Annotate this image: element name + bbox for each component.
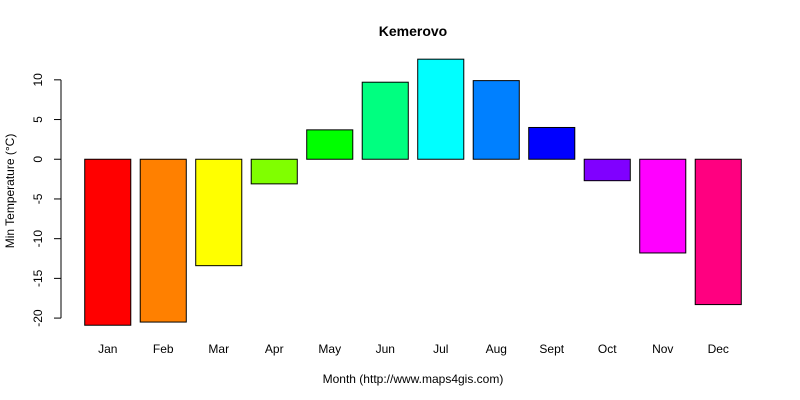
y-tick-label: 0 <box>31 156 45 163</box>
y-tick-label: -5 <box>31 193 45 204</box>
y-axis-label: Min Temperature (°C) <box>3 134 17 249</box>
x-tick-label: Jun <box>376 342 395 356</box>
bar-dec <box>694 158 742 306</box>
bar-jul <box>417 58 465 160</box>
y-tick-label: -15 <box>31 269 45 287</box>
bar-oct <box>583 158 631 182</box>
x-tick-label: Aug <box>486 342 507 356</box>
x-tick-label: Feb <box>153 342 174 356</box>
bar-nov <box>639 158 687 254</box>
x-tick-label: Oct <box>598 342 617 356</box>
bar-jun <box>361 81 409 160</box>
x-tick-label: Jul <box>433 342 448 356</box>
x-tick-label: May <box>318 342 341 356</box>
chart-title: Kemerovo <box>379 23 447 39</box>
bar-mar <box>195 158 243 267</box>
x-tick-label: Mar <box>208 342 229 356</box>
x-tick-label: Jan <box>98 342 117 356</box>
bar-apr <box>250 158 298 185</box>
x-tick-label: Nov <box>652 342 673 356</box>
y-axis: -20 -15 -10 -5 0 5 10 <box>31 73 62 327</box>
x-tick-label: Dec <box>708 342 729 356</box>
x-axis-label: Month (http://www.maps4gis.com) <box>323 372 504 386</box>
bar-aug <box>472 80 520 160</box>
bar-may <box>306 129 354 160</box>
bars <box>84 58 742 326</box>
y-tick-label: 10 <box>31 73 45 87</box>
bar-sept <box>528 126 576 160</box>
x-axis-labels: Jan Feb Mar Apr May Jun Jul Aug Sept Oct Nov Dec <box>98 342 729 356</box>
x-tick-label: Apr <box>265 342 284 356</box>
bar-feb <box>139 158 187 323</box>
y-tick-label: 5 <box>31 116 45 123</box>
x-tick-label: Sept <box>539 342 564 356</box>
y-tick-label: -10 <box>31 230 45 248</box>
bar-jan <box>84 158 132 326</box>
y-tick-label: -20 <box>31 309 45 327</box>
